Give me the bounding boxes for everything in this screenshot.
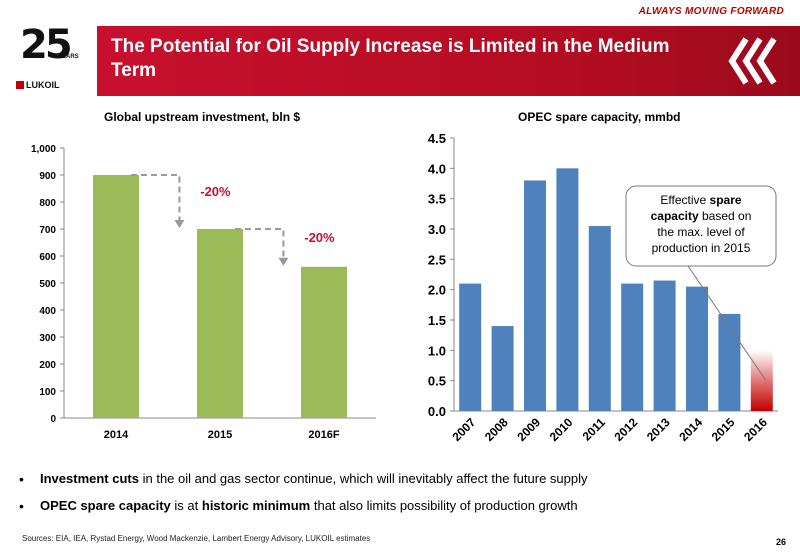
chart1-y-tick-label: 500 xyxy=(39,279,56,290)
chart2-bar xyxy=(556,168,579,411)
lukoil-mark-icon xyxy=(16,81,24,89)
chart1-bar xyxy=(197,229,243,418)
chart2-x-tick-label: 2011 xyxy=(580,415,609,444)
chart2-bar xyxy=(621,283,644,411)
chart2-bar xyxy=(524,180,546,411)
tagline: ALWAYS MOVING FORWARD xyxy=(638,6,784,17)
chart1-y-tick-label: 400 xyxy=(39,306,56,317)
chart2-bar xyxy=(686,286,708,411)
bullet-1-text: in the oil and gas sector continue, whic… xyxy=(138,471,588,486)
chart2-y-tick-label: 3.0 xyxy=(428,222,446,237)
chart2-bar xyxy=(459,283,482,411)
bullet-2-part-2: is at xyxy=(170,498,202,513)
chart2-bar xyxy=(491,326,514,411)
chart2-bar xyxy=(588,225,611,411)
chart2-callout-line: production in 2015 xyxy=(652,241,751,255)
chart2-x-tick-label: 2015 xyxy=(709,415,738,444)
chart2-bar-estimate xyxy=(750,350,773,411)
chart2-y-tick-label: 3.5 xyxy=(428,192,446,207)
chart1-bar xyxy=(301,266,347,418)
chart2-x-tick-label: 2010 xyxy=(547,415,576,444)
bullet-1-bold: Investment cuts xyxy=(40,471,139,486)
chart1-y-tick-label: 200 xyxy=(39,360,56,371)
page-title: The Potential for Oil Supply Increase is… xyxy=(111,36,670,81)
chart2-y-tick-label: 1.0 xyxy=(428,343,446,358)
chart2-bar xyxy=(653,280,676,411)
bullet-list: • Investment cuts in the oil and gas sec… xyxy=(16,470,776,524)
chart1-title: Global upstream investment, bln $ xyxy=(104,110,301,124)
bullet-2-part-4: that also limits possibility of producti… xyxy=(310,498,578,513)
chart1-y-tick-label: 300 xyxy=(39,333,56,344)
chart2-y-tick-label: 1.5 xyxy=(428,313,446,328)
logo-brand-text: LUKOIL xyxy=(26,80,60,90)
chart1-y-tick-label: 0 xyxy=(50,414,56,425)
chart2-x-tick-label: 2016 xyxy=(741,415,770,444)
chart2-callout-line: the max. level of xyxy=(657,225,745,239)
chart1-bar xyxy=(93,175,139,418)
bullet-2-part-3: historic minimum xyxy=(201,498,311,513)
chart1-arrowhead-icon xyxy=(278,257,289,266)
chart1-y-tick-label: 700 xyxy=(39,225,56,236)
chart2-callout-line: capacity based on xyxy=(651,209,752,223)
chart2-y-tick-label: 4.0 xyxy=(428,161,446,176)
chart2-callout-box xyxy=(625,185,777,267)
chevrons-icon xyxy=(728,37,777,85)
chart1-arrowhead-icon xyxy=(174,220,185,228)
chart1-x-tick-label: 2016F xyxy=(308,429,339,441)
chart1-x-tick-label: 2014 xyxy=(104,429,129,441)
title-banner: The Potential for Oil Supply Increase is… xyxy=(97,26,800,96)
chart1-y-tick-label: 900 xyxy=(39,171,56,182)
lukoil-25-years-logo: 25 YEARS LUKOIL xyxy=(14,22,80,96)
chart2-x-tick-label: 2008 xyxy=(482,415,511,444)
sources-note: Sources: EIA, IEA, Rystad Energy, Wood M… xyxy=(22,534,371,543)
logo-number: 25 xyxy=(20,22,73,68)
page-number: 26 xyxy=(775,537,786,547)
investment-chart: 0 100 200 300 400 500 600 700 800 900 1,000 2014 201… xyxy=(31,144,376,441)
chart2-callout-line: Effective spare xyxy=(660,193,741,207)
chart1-y-tick-label: 600 xyxy=(39,252,56,263)
chart2-callout-pointer xyxy=(687,265,767,381)
chart2-y-tick-label: 0.5 xyxy=(428,374,446,389)
chart1-y-tick-label: 800 xyxy=(39,198,56,209)
logo-years-text: YEARS xyxy=(58,54,79,60)
chart2-y-tick-label: 4.5 xyxy=(428,131,446,146)
bullet-dot-icon: • xyxy=(19,498,24,514)
chart1-y-tick-label: 1,000 xyxy=(31,144,56,155)
chart2-x-tick-label: 2013 xyxy=(644,415,673,444)
chart2-y-tick-label: 0.0 xyxy=(428,404,446,419)
logo-brand: LUKOIL xyxy=(16,80,60,90)
chart2-title: OPEC spare capacity, mmbd xyxy=(518,110,681,124)
bullet-dot-icon: • xyxy=(19,471,24,487)
chart2-x-tick-label: 2007 xyxy=(450,415,479,444)
chart2-x-tick-label: 2014 xyxy=(676,415,705,444)
chart1-change-label: -20% xyxy=(304,230,335,245)
chart1-x-tick-label: 2015 xyxy=(208,429,232,441)
chart1-change-label: -20% xyxy=(200,184,231,199)
chart1-y-tick-label: 100 xyxy=(39,387,56,398)
chart2-bar xyxy=(718,313,741,411)
bullet-2: • OPEC spare capacity is at historic min… xyxy=(16,497,776,515)
bullet-2-part-1: OPEC spare capacity xyxy=(40,498,171,513)
bullet-1: • Investment cuts in the oil and gas sec… xyxy=(16,470,776,488)
chart2-y-tick-label: 2.0 xyxy=(428,283,446,298)
chart2-x-tick-label: 2012 xyxy=(612,415,641,444)
chart2-y-tick-label: 2.5 xyxy=(428,252,446,267)
chart2-x-tick-label: 2009 xyxy=(514,415,543,444)
